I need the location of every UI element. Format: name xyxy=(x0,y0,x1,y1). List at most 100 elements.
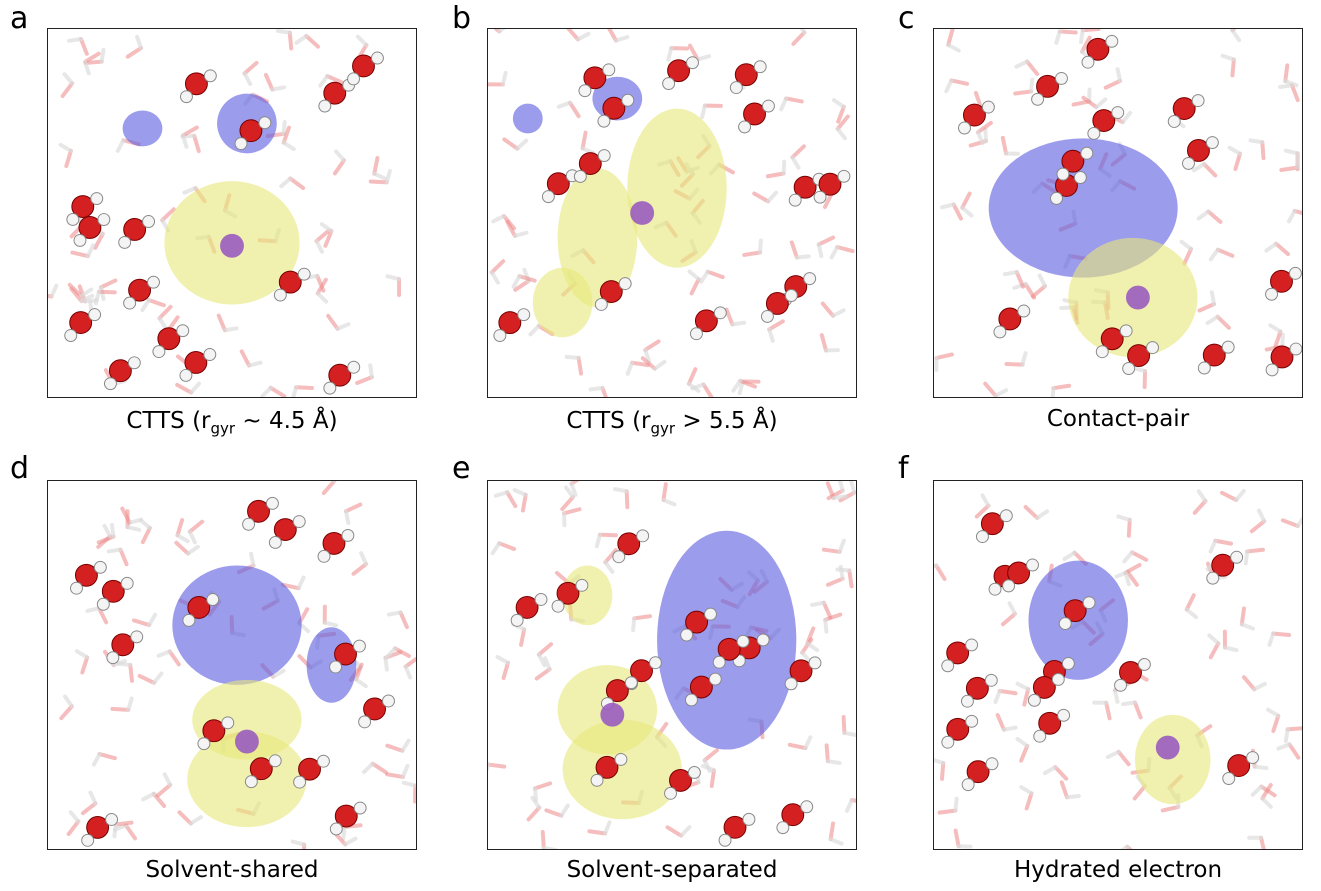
water-stick xyxy=(765,171,786,179)
water-stick xyxy=(580,130,588,151)
water-stick xyxy=(536,642,554,657)
water-stick xyxy=(530,795,542,810)
oxygen-atom xyxy=(352,54,375,78)
water-stick xyxy=(156,782,173,798)
water-stick xyxy=(1001,725,1018,732)
water-stick xyxy=(189,381,202,395)
water-stick xyxy=(779,96,789,112)
water-stick xyxy=(123,823,138,841)
hydrogen-atom xyxy=(718,833,732,847)
water-stick xyxy=(1283,727,1290,744)
water-stick xyxy=(820,301,835,318)
hydrogen-atom xyxy=(88,308,102,322)
water-stick xyxy=(738,378,757,389)
water-stick xyxy=(1015,736,1030,748)
water-stick xyxy=(679,825,692,838)
water-stick xyxy=(934,563,939,569)
water-stick xyxy=(157,316,168,331)
oxygen-atom xyxy=(249,757,273,781)
water-stick xyxy=(59,704,74,721)
water-stick xyxy=(83,59,104,65)
water-stick xyxy=(1271,631,1292,637)
water-stick xyxy=(519,627,527,647)
hydrogen-atom xyxy=(624,676,638,690)
water-stick xyxy=(174,540,191,556)
hydrogen-atom xyxy=(958,121,971,135)
water-stick xyxy=(85,243,96,259)
hydrogen-atom xyxy=(993,325,1007,339)
water-stick xyxy=(393,646,411,658)
hydrogen-atom xyxy=(293,775,307,789)
water-stick xyxy=(789,240,799,260)
water-stick xyxy=(976,120,993,135)
water-stick xyxy=(569,481,580,486)
water-stick xyxy=(1013,89,1034,96)
oxygen-atom xyxy=(322,531,346,555)
water-stick xyxy=(794,254,811,260)
hydrogen-atom xyxy=(1289,342,1302,356)
molecular-render xyxy=(59,481,416,849)
water-stick xyxy=(701,382,714,397)
water-stick xyxy=(643,347,652,364)
water-stick xyxy=(803,735,813,751)
water-stick xyxy=(1259,835,1266,849)
hydrogen-atom xyxy=(1081,55,1095,69)
molecular-render xyxy=(48,29,402,397)
hydrogen-atom xyxy=(318,99,332,113)
oxygen-atom xyxy=(946,641,970,665)
water-stick xyxy=(705,269,725,280)
water-stick xyxy=(281,120,287,136)
water-stick xyxy=(1196,209,1211,221)
water-stick xyxy=(489,259,506,275)
molecular-render xyxy=(934,488,1302,849)
water-stick xyxy=(505,219,517,238)
water-stick xyxy=(160,207,176,223)
panel-letter-b: b xyxy=(452,1,472,36)
hydrogen-atom xyxy=(1222,772,1236,785)
panel-letter-c: c xyxy=(898,1,915,36)
water-stick xyxy=(291,385,299,397)
water-stick xyxy=(58,142,73,153)
panel-letter-f: f xyxy=(898,451,909,486)
hydrogen-atom xyxy=(1095,345,1109,359)
hydrogen-atom xyxy=(541,190,555,204)
water-stick xyxy=(362,761,375,774)
sodium-atom xyxy=(1125,285,1150,310)
oxygen-atom xyxy=(1172,97,1196,120)
water-stick xyxy=(1273,329,1283,349)
water-stick xyxy=(951,202,963,221)
water-stick xyxy=(826,576,845,587)
water-stick xyxy=(791,30,807,46)
water-stick xyxy=(294,385,314,391)
oxygen-atom xyxy=(78,216,102,239)
water-stick xyxy=(787,742,808,751)
water-stick xyxy=(758,238,763,255)
water-stick xyxy=(67,37,83,43)
orbital-lobe-yellow xyxy=(627,108,727,268)
water-stick xyxy=(74,649,90,660)
water-stick xyxy=(355,375,374,385)
water-stick xyxy=(816,235,836,247)
oxygen-atom xyxy=(965,676,989,700)
hydrogen-atom xyxy=(1073,171,1087,184)
water-stick xyxy=(1260,796,1273,809)
water-stick xyxy=(495,654,510,665)
water-stick xyxy=(953,796,959,813)
water-stick xyxy=(960,191,972,210)
water-stick xyxy=(1260,140,1266,161)
oxygen-atom xyxy=(328,363,352,387)
water-stick xyxy=(534,667,552,681)
water-stick xyxy=(63,694,74,709)
hydrogen-atom xyxy=(234,137,248,151)
water-stick xyxy=(500,70,508,87)
water-stick xyxy=(835,245,855,254)
water-stick xyxy=(841,714,847,735)
hydrogen-atom xyxy=(784,289,798,302)
water-stick xyxy=(1213,538,1233,546)
water-stick xyxy=(767,327,775,343)
panel-e-render xyxy=(487,480,857,850)
water-stick xyxy=(1094,97,1108,110)
water-stick xyxy=(1059,780,1069,800)
oxygen-atom xyxy=(273,518,297,541)
water-stick xyxy=(532,786,539,803)
